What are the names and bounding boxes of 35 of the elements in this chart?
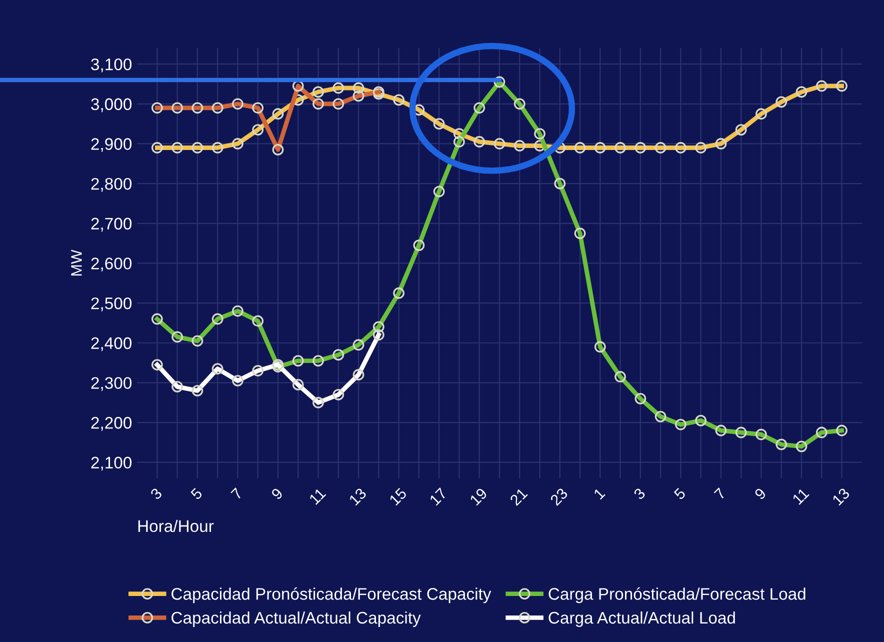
- y-tick-label: 2,900: [91, 138, 132, 152]
- x-tick-label: 15: [388, 487, 408, 506]
- y-tick-label: 2,300: [91, 377, 132, 391]
- x-tick-label: 19: [469, 487, 488, 506]
- x-tick-label: 7: [230, 488, 243, 500]
- x-tick-label: 13: [348, 487, 367, 506]
- x-tick-label: 21: [509, 487, 528, 506]
- x-tick-label: 13: [832, 487, 850, 506]
- y-tick-label: 2,500: [91, 297, 132, 312]
- y-tick-label: 2,400: [91, 337, 132, 352]
- x-tick-label: 3: [633, 487, 646, 500]
- y-tick-label: 2,200: [91, 416, 132, 431]
- y-tick-label: 2,700: [91, 218, 132, 232]
- x-axis-title: Hora/Hour: [138, 520, 214, 532]
- legend-label: Capacidad Actual/Actual Capacity: [172, 611, 421, 627]
- y-tick-label: 2,600: [91, 258, 132, 272]
- x-tick-label: 3: [150, 487, 163, 500]
- x-tick-label: 5: [190, 487, 203, 500]
- x-tick-label: 17: [429, 488, 448, 506]
- legend-label: Carga Actual/Actual Load: [548, 611, 735, 627]
- x-tick-label: 9: [270, 487, 284, 500]
- y-tick-label: 2,800: [91, 178, 132, 192]
- x-tick-label: 23: [550, 487, 568, 506]
- y-axis-title: MW: [71, 250, 82, 276]
- x-tick-label: 11: [308, 488, 326, 505]
- y-tick-label: 2,100: [91, 456, 132, 471]
- x-tick-label: 7: [714, 488, 726, 500]
- x-tick-label: 5: [673, 487, 686, 500]
- y-tick-label: 3,100: [91, 58, 132, 72]
- x-tick-label: 1: [593, 488, 606, 500]
- x-tick-label: 11: [792, 488, 810, 505]
- legend-label: Capacidad Pronósticada/Forecast Capacity: [172, 587, 492, 604]
- legend-label: Carga Pronósticada/Forecast Load: [548, 587, 806, 604]
- x-tick-label: 9: [754, 487, 767, 500]
- y-tick-label: 3,000: [91, 98, 132, 112]
